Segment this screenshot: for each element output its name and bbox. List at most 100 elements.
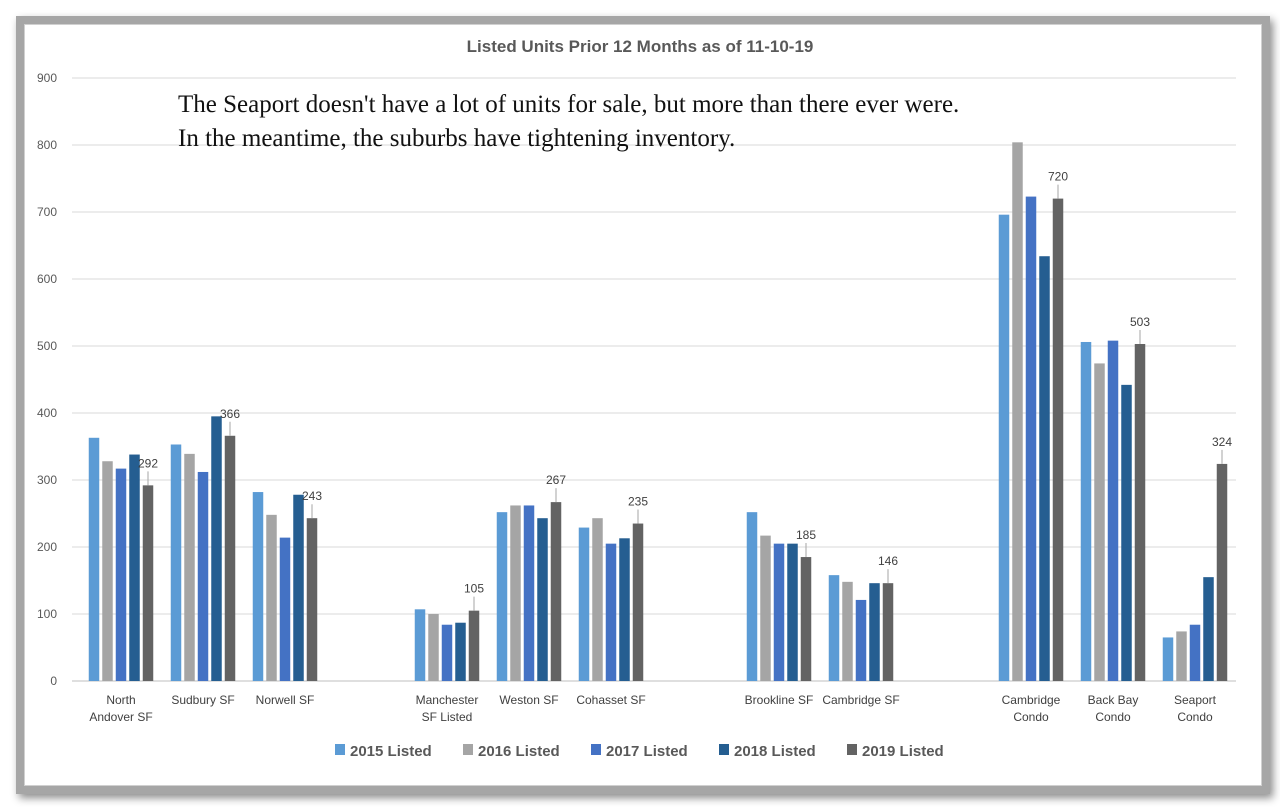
bar	[142, 485, 154, 681]
y-axis-ticks: 0 100 200 300 400 500 600 700 800 900	[37, 71, 57, 688]
bar	[496, 512, 508, 681]
bar	[455, 622, 466, 681]
bar	[1107, 340, 1119, 681]
x-axis-labels: North Andover SF Sudbury SF Norwell SF Manch…	[89, 693, 1216, 724]
legend-label: 2015 Listed	[350, 743, 432, 760]
y-tick-label: 700	[37, 205, 57, 219]
x-tick-label: Back Bay Condo	[1088, 693, 1139, 724]
legend-label: 2019 Listed	[862, 743, 944, 760]
bar	[102, 461, 113, 681]
data-label: 720	[1048, 170, 1068, 184]
bar	[441, 624, 453, 681]
bar	[129, 454, 140, 681]
bar	[1080, 341, 1092, 681]
y-tick-label: 200	[37, 540, 57, 554]
bar	[592, 518, 603, 681]
bar	[1134, 343, 1146, 681]
bar	[414, 609, 426, 681]
bar	[998, 214, 1010, 681]
bar	[88, 437, 100, 681]
bar	[828, 575, 840, 681]
data-label: 292	[138, 456, 158, 470]
legend-swatch	[719, 744, 729, 755]
bars	[88, 142, 1228, 681]
x-tick-label: Sudbury SF	[171, 693, 234, 707]
legend-swatch	[335, 744, 345, 755]
x-tick-label: Manchester SF Listed	[416, 693, 479, 724]
bar	[1189, 624, 1201, 681]
legend-swatch	[591, 744, 601, 755]
data-label: 243	[302, 489, 322, 503]
bar	[550, 502, 562, 681]
y-tick-label: 0	[50, 674, 57, 688]
bar	[1121, 384, 1132, 681]
bar	[279, 537, 291, 681]
x-tick-label: Seaport Condo	[1174, 693, 1217, 724]
y-tick-label: 400	[37, 406, 57, 420]
data-label: 366	[220, 407, 240, 421]
bar	[842, 581, 853, 681]
bar	[224, 435, 236, 681]
bar	[1162, 637, 1174, 681]
bar	[773, 543, 785, 681]
y-tick-label: 300	[37, 473, 57, 487]
x-tick-label: Cohasset SF	[576, 693, 645, 707]
bar	[855, 599, 867, 681]
x-tick-label: Brookline SF	[745, 693, 814, 707]
bar	[746, 512, 758, 681]
data-label: 267	[546, 473, 566, 487]
bar	[197, 471, 209, 681]
data-label: 146	[878, 554, 898, 568]
bar	[619, 538, 630, 681]
bar	[1012, 142, 1023, 681]
bar	[869, 583, 880, 681]
chart-frame-border	[24, 24, 1262, 786]
y-tick-label: 100	[37, 607, 57, 621]
legend-label: 2017 Listed	[606, 743, 688, 760]
x-tick-label: Weston SF	[499, 693, 558, 707]
legend-label: 2018 Listed	[734, 743, 816, 760]
bar	[115, 468, 127, 681]
data-label: 185	[796, 528, 816, 542]
bar	[252, 492, 264, 681]
bar	[1039, 256, 1050, 681]
bar	[1025, 196, 1037, 681]
bar	[468, 610, 480, 681]
bar	[184, 453, 195, 681]
bar	[760, 535, 771, 681]
bar	[632, 523, 644, 681]
bar	[523, 505, 535, 681]
data-label: 235	[628, 495, 648, 509]
data-label: 105	[464, 582, 484, 596]
legend-label: 2016 Listed	[478, 743, 560, 760]
bar	[1176, 631, 1187, 681]
bar	[1216, 463, 1228, 681]
chart-title: Listed Units Prior 12 Months as of 11-10…	[467, 37, 814, 56]
y-tick-label: 800	[37, 138, 57, 152]
x-tick-label: Norwell SF	[256, 693, 315, 707]
bar	[1203, 577, 1214, 681]
bar	[787, 543, 798, 681]
y-tick-label: 500	[37, 339, 57, 353]
annotation-line-1: The Seaport doesn't have a lot of units …	[178, 91, 959, 118]
y-tick-label: 600	[37, 272, 57, 286]
bar	[800, 557, 812, 681]
bar	[882, 583, 894, 681]
y-tick-label: 900	[37, 71, 57, 85]
x-tick-label: Cambridge Condo	[1002, 693, 1061, 724]
x-tick-label: North Andover SF	[89, 693, 152, 724]
data-label: 324	[1212, 435, 1232, 449]
legend-swatch	[463, 744, 473, 755]
bar	[537, 518, 548, 681]
bar	[266, 514, 277, 681]
bar	[211, 416, 222, 681]
bar	[578, 527, 590, 681]
x-tick-label: Cambridge SF	[822, 693, 899, 707]
annotation-line-2: In the meantime, the suburbs have tighte…	[178, 125, 735, 152]
bar	[1094, 363, 1105, 681]
bar	[605, 543, 617, 681]
legend-swatch	[847, 744, 857, 755]
data-labels: 292 366 243 105 267 235 185 146 720 503 324	[138, 170, 1232, 611]
legend: 2015 Listed 2016 Listed 2017 Listed 2018 Li…	[335, 743, 944, 760]
